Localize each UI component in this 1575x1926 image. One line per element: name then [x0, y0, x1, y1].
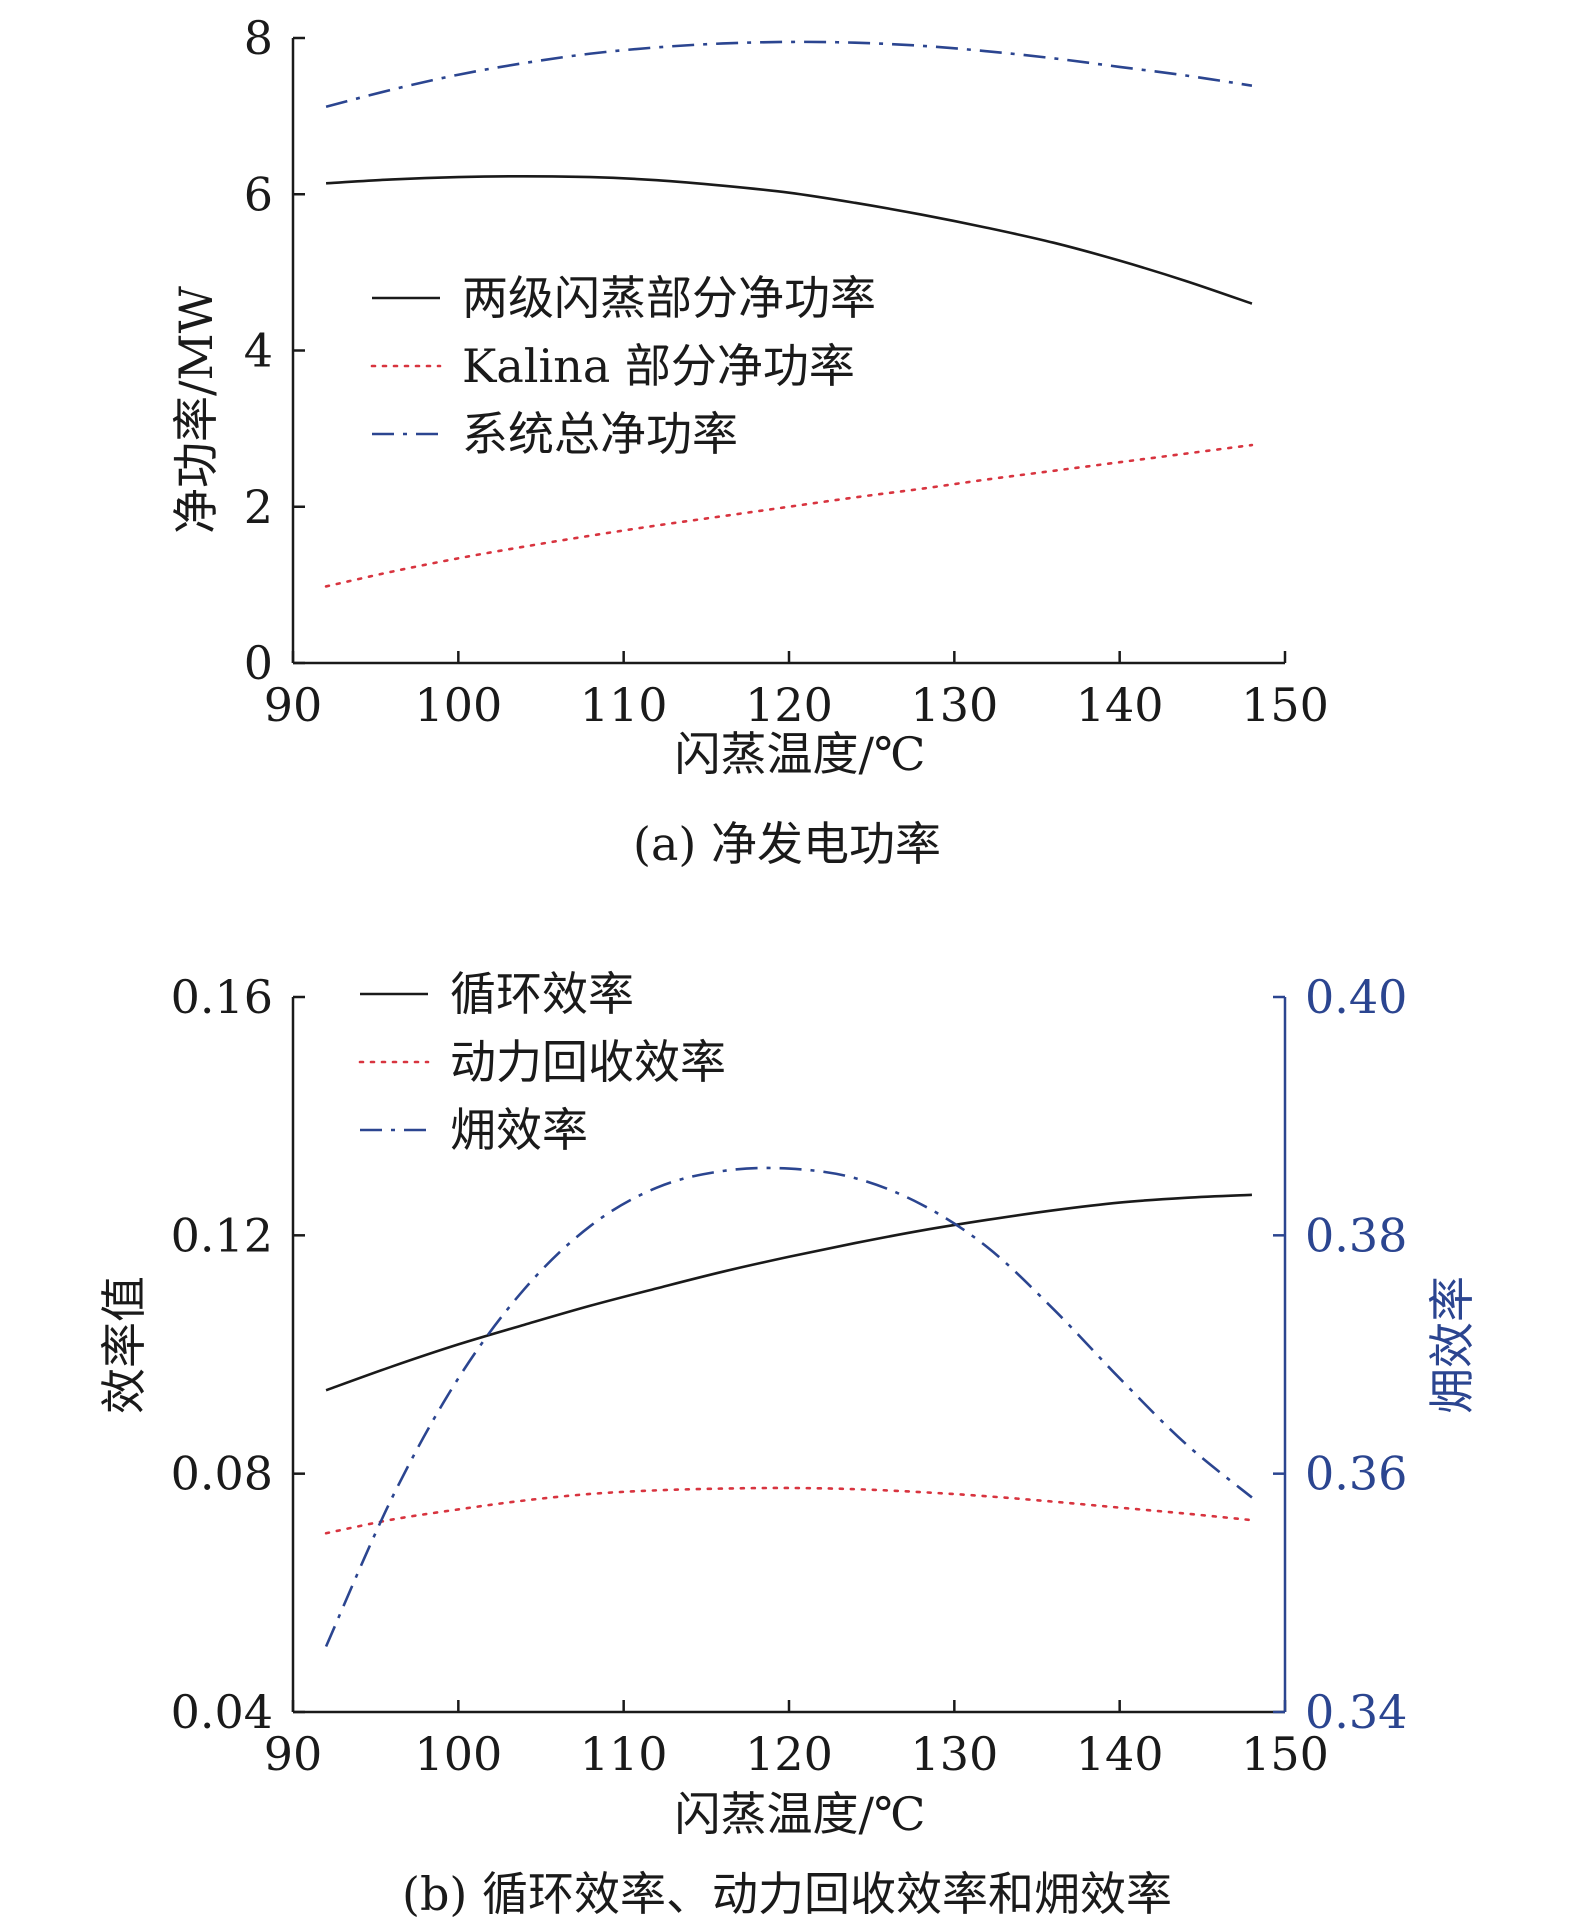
y-tick-label: 0.12 — [171, 1208, 273, 1262]
x-tick-label: 90 — [264, 1727, 323, 1781]
y2-tick-label: 0.36 — [1305, 1447, 1407, 1501]
x-tick-label: 140 — [1076, 678, 1164, 732]
x-tick-label: 100 — [414, 1727, 502, 1781]
x-tick-label: 110 — [580, 1727, 668, 1781]
x-tick-label: 130 — [910, 678, 998, 732]
y-tick-label: 0.08 — [171, 1447, 273, 1501]
y-axis-title: 效率值 — [97, 1276, 151, 1414]
axes: 90 100 110 120 130 140 150 0 2 4 6 8 — [244, 11, 1329, 732]
x-tick-label: 150 — [1241, 1727, 1329, 1781]
x-tick-label: 110 — [580, 678, 668, 732]
x-tick-label: 90 — [264, 678, 323, 732]
y-tick-label: 6 — [244, 167, 273, 221]
x-tick-label: 140 — [1076, 1727, 1164, 1781]
legend-label-3: 系统总净功率 — [462, 407, 738, 461]
x-tick-label: 150 — [1241, 678, 1329, 732]
legend-label-1: 循环效率 — [450, 967, 634, 1021]
chart-efficiency: 90 100 110 120 130 140 150 0.04 0.08 0.12 0.16 0.34… — [97, 967, 1479, 1921]
y-axis-title: 净功率/MW — [169, 285, 223, 534]
y2-axis-title: 㶲效率 — [1425, 1276, 1479, 1414]
chart-caption: (b) 循环效率、动力回收效率和㶲效率 — [402, 1867, 1172, 1921]
y-tick-label: 0.16 — [171, 970, 273, 1024]
plot-lines — [324, 40, 1254, 588]
series-line-2 — [324, 443, 1254, 588]
x-tick-label: 130 — [910, 1727, 998, 1781]
chart-net-power: 90 100 110 120 130 140 150 0 2 4 6 8 两级闪蒸部分净功率 Kalin… — [169, 11, 1329, 871]
y-tick-label: 2 — [244, 480, 273, 534]
legend-label-1: 两级闪蒸部分净功率 — [462, 271, 876, 325]
y-tick-label: 0.04 — [171, 1685, 273, 1739]
y2-tick-label: 0.38 — [1305, 1208, 1407, 1262]
y2-tick-label: 0.40 — [1305, 970, 1407, 1024]
y-tick-label: 0 — [244, 636, 273, 690]
series-line-3 — [325, 40, 1253, 109]
legend-label-2: 动力回收效率 — [450, 1035, 726, 1089]
legend-label-2: Kalina 部分净功率 — [462, 339, 855, 393]
chart-caption: (a) 净发电功率 — [633, 817, 941, 871]
series-line-1 — [325, 1193, 1252, 1392]
x-axis-title: 闪蒸温度/℃ — [675, 727, 926, 781]
legend-label-3: 㶲效率 — [450, 1103, 588, 1157]
x-tick-label: 120 — [745, 1727, 833, 1781]
y-tick-label: 8 — [244, 11, 273, 65]
axes: 90 100 110 120 130 140 150 0.04 0.08 0.12 0.16 0.34… — [171, 970, 1408, 1781]
series-line-3 — [324, 1166, 1253, 1647]
y2-tick-label: 0.34 — [1305, 1685, 1407, 1739]
y-tick-label: 4 — [244, 324, 273, 378]
x-tick-label: 100 — [414, 678, 502, 732]
plot-lines — [324, 1166, 1254, 1647]
series-line-2 — [324, 1486, 1254, 1535]
series-line-1 — [325, 174, 1253, 305]
x-tick-label: 120 — [745, 678, 833, 732]
x-axis-title: 闪蒸温度/℃ — [675, 1787, 926, 1841]
